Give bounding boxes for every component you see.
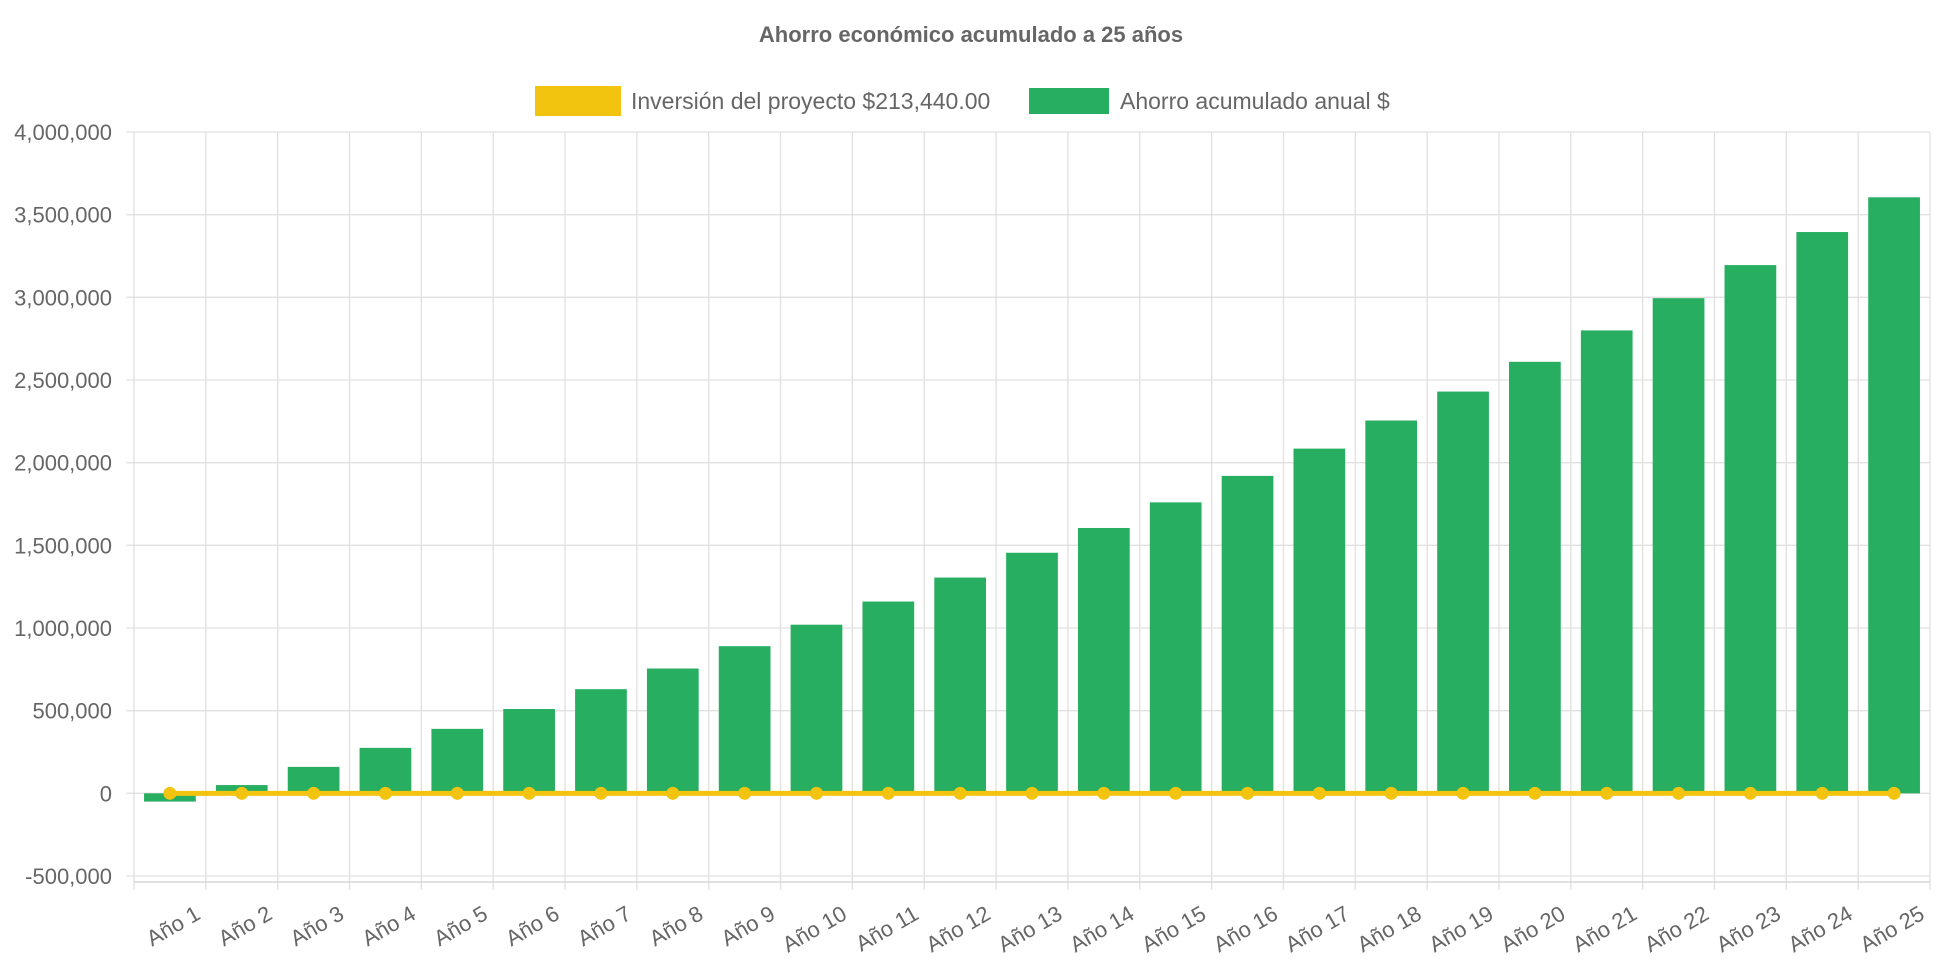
bar-savings[interactable]	[575, 689, 627, 794]
point-investment[interactable]	[1815, 786, 1829, 800]
x-tick-label: Año 9	[717, 901, 779, 951]
bar-savings[interactable]	[1293, 448, 1346, 794]
bar-savings[interactable]	[1580, 330, 1633, 794]
x-tick-label: Año 19	[1425, 901, 1498, 958]
point-investment[interactable]	[881, 786, 895, 800]
point-investment[interactable]	[1241, 786, 1255, 800]
bar-savings[interactable]	[1006, 552, 1058, 794]
bar-savings[interactable]	[862, 601, 915, 794]
point-investment[interactable]	[1672, 786, 1686, 800]
y-tick-label: 3,500,000	[14, 203, 112, 228]
point-investment[interactable]	[163, 786, 177, 800]
point-investment[interactable]	[1887, 786, 1901, 800]
point-investment[interactable]	[235, 786, 249, 800]
bar-savings[interactable]	[1796, 232, 1849, 794]
x-tick-label: Año 8	[645, 901, 707, 951]
bar-savings[interactable]	[646, 668, 699, 794]
bar-savings[interactable]	[1652, 298, 1705, 794]
legend-item-savings[interactable]: Ahorro acumulado anual $	[1029, 88, 1390, 114]
bar-savings[interactable]	[431, 728, 484, 794]
point-investment[interactable]	[1025, 786, 1039, 800]
point-investment[interactable]	[953, 786, 967, 800]
x-tick-label: Año 6	[501, 901, 563, 951]
point-investment[interactable]	[1169, 786, 1183, 800]
legend-item-investment[interactable]: Inversión del proyecto $213,440.00	[535, 86, 990, 116]
bar-savings[interactable]	[1437, 391, 1489, 794]
point-investment[interactable]	[1384, 786, 1398, 800]
x-tick-label: Año 1	[142, 901, 204, 951]
bar-savings[interactable]	[718, 646, 771, 794]
x-tick-label: Año 13	[994, 901, 1067, 958]
point-investment[interactable]	[450, 786, 464, 800]
point-investment[interactable]	[1743, 786, 1757, 800]
y-tick-label: 1,000,000	[14, 616, 112, 641]
legend-label-savings: Ahorro acumulado anual $	[1120, 88, 1390, 114]
point-investment[interactable]	[809, 786, 823, 800]
x-tick-label: Año 5	[429, 901, 491, 951]
x-tick-label: Año 4	[358, 901, 420, 951]
point-investment[interactable]	[1528, 786, 1542, 800]
line-series	[163, 786, 1901, 800]
x-tick-label: Año 10	[778, 901, 851, 958]
y-tick-label: 2,500,000	[14, 368, 112, 393]
bar-savings[interactable]	[790, 624, 843, 794]
y-tick-label: 0	[100, 781, 112, 806]
y-tick-label: 2,000,000	[14, 451, 112, 476]
point-investment[interactable]	[666, 786, 680, 800]
point-investment[interactable]	[1600, 786, 1614, 800]
bar-savings[interactable]	[934, 577, 987, 794]
bar-savings[interactable]	[1868, 197, 1920, 794]
bar-savings[interactable]	[1724, 265, 1777, 794]
point-investment[interactable]	[307, 786, 321, 800]
point-investment[interactable]	[1097, 786, 1111, 800]
legend-swatch-savings	[1029, 88, 1109, 114]
x-tick-label: Año 25	[1856, 901, 1929, 958]
grid-lines	[126, 131, 1931, 890]
x-tick-label: Año 2	[214, 901, 276, 951]
x-tick-label: Año 14	[1065, 901, 1138, 958]
x-tick-label: Año 20	[1496, 901, 1569, 958]
point-investment[interactable]	[594, 786, 608, 800]
x-tick-label: Año 16	[1209, 901, 1282, 958]
y-tick-label: 3,000,000	[14, 285, 112, 310]
legend: Inversión del proyecto $213,440.00 Ahorr…	[535, 86, 1390, 116]
point-investment[interactable]	[1456, 786, 1470, 800]
bar-savings[interactable]	[1365, 420, 1418, 794]
x-tick-label: Año 24	[1784, 901, 1857, 958]
bar-savings[interactable]	[503, 709, 555, 794]
bar-savings[interactable]	[1221, 475, 1274, 794]
x-tick-label: Año 23	[1712, 901, 1785, 958]
bar-savings[interactable]	[359, 747, 412, 794]
x-tick-label: Año 17	[1281, 901, 1354, 958]
y-tick-label: -500,000	[25, 864, 112, 889]
chart-title: Ahorro económico acumulado a 25 años	[759, 22, 1183, 47]
point-investment[interactable]	[378, 786, 392, 800]
x-tick-label: Año 15	[1137, 901, 1210, 958]
x-tick-label: Año 11	[851, 901, 922, 957]
bar-series	[144, 197, 1920, 802]
x-tick-label: Año 22	[1640, 901, 1713, 958]
x-tick-label: Año 21	[1568, 901, 1641, 958]
x-tick-label: Año 18	[1353, 901, 1426, 958]
y-tick-label: 1,500,000	[14, 533, 112, 558]
legend-label-investment: Inversión del proyecto $213,440.00	[631, 88, 990, 114]
point-investment[interactable]	[1312, 786, 1326, 800]
y-tick-label: 4,000,000	[14, 120, 112, 145]
legend-swatch-investment	[535, 86, 621, 116]
y-tick-label: 500,000	[32, 699, 112, 724]
bar-savings[interactable]	[1149, 502, 1202, 794]
x-tick-label: Año 3	[286, 901, 348, 951]
point-investment[interactable]	[738, 786, 752, 800]
x-tick-label: Año 12	[922, 901, 995, 958]
bar-savings[interactable]	[1077, 527, 1130, 794]
bar-savings[interactable]	[1509, 361, 1561, 794]
y-axis-ticks: 4,000,000 3,500,000 3,000,000 2,500,000 2,00…	[14, 120, 112, 889]
x-tick-label: Año 7	[573, 901, 635, 951]
x-axis-ticks: Año 1 Año 2 Año 3 Año 4 Año 5 Año 6 Año 7 Año 8…	[142, 901, 1928, 958]
point-investment[interactable]	[522, 786, 536, 800]
